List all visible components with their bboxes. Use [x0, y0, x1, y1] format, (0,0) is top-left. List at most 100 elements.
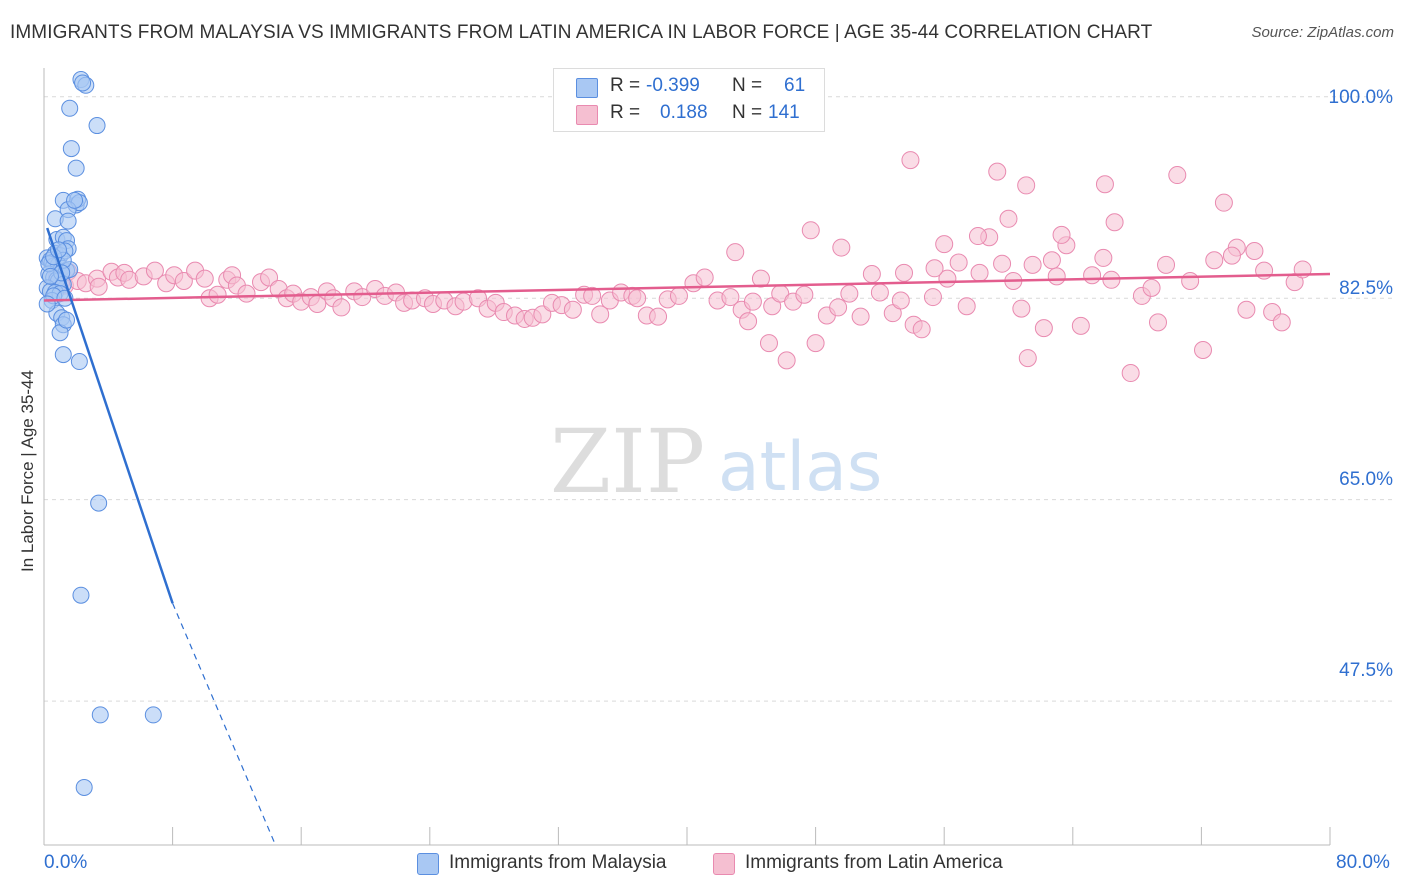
grid-lines: [44, 96, 1394, 702]
malaysia-point: [67, 159, 85, 177]
latin-america-point: [851, 307, 870, 326]
x-tick-label-max: 80.0%: [1336, 852, 1390, 873]
malaysia-point: [74, 74, 92, 92]
latin-america-point: [1205, 251, 1224, 270]
latin-america-point: [1222, 246, 1241, 265]
malaysia-point: [88, 117, 106, 135]
latin-america-point: [968, 227, 987, 246]
latin-america-point: [862, 265, 881, 284]
legend-label-malaysia: Immigrants from Malaysia: [449, 852, 667, 873]
malaysia-point: [75, 778, 93, 796]
latin-america-point: [1018, 349, 1037, 368]
latin-america-point: [669, 286, 688, 305]
latin-america-point: [895, 263, 914, 282]
latin-america-point: [925, 259, 944, 278]
latin-america-point: [1012, 299, 1031, 318]
latin-america-point: [891, 291, 910, 310]
malaysia-swatch-icon: [576, 78, 598, 98]
malaysia-point: [70, 353, 88, 371]
latin-america-point: [763, 297, 782, 316]
watermark-atlas: atlas: [718, 428, 882, 507]
y-tick-label-100: 100.0%: [1328, 87, 1393, 108]
latin-america-point: [1142, 278, 1161, 297]
latin-america-point: [533, 305, 552, 324]
correlation-stats-box: R = -0.399 N = 61 R = 0.188 N = 141: [553, 68, 825, 132]
latin-america-point: [1052, 225, 1071, 244]
latin-america-point: [1071, 316, 1090, 335]
latin-america-point: [970, 263, 989, 282]
latin-america-trend-line: [43, 272, 1331, 302]
latin-america-point: [935, 235, 954, 254]
malaysia-point: [66, 191, 84, 209]
latin-america-point: [208, 285, 227, 304]
latin-america-point: [649, 307, 668, 326]
latin-america-point: [1047, 267, 1066, 286]
latin-america-point: [840, 284, 859, 303]
r-value-malaysia: -0.399: [646, 75, 700, 96]
malaysia-trend-line: [46, 227, 174, 604]
latin-america-point: [1148, 313, 1167, 332]
malaysia-point: [144, 706, 162, 724]
trend-lines: [43, 227, 1331, 846]
latin-america-point: [883, 304, 902, 323]
latin-america-point: [1083, 266, 1102, 285]
r-value-latin-america: 0.188: [660, 102, 708, 123]
malaysia-point: [41, 267, 59, 285]
y-axis-label: In Labor Force | Age 35-44: [18, 370, 37, 572]
latin-america-point: [957, 297, 976, 316]
y-tick-label-65: 65.0%: [1339, 469, 1393, 490]
axes: [43, 68, 1331, 846]
latin-america-point: [695, 268, 714, 287]
n-value-malaysia: 61: [784, 75, 806, 96]
latin-america-point: [1017, 176, 1036, 195]
x-tick-label-min: 0.0%: [44, 852, 88, 873]
latin-america-points: [47, 151, 1312, 383]
latin-america-point: [260, 268, 279, 287]
latin-america-point: [829, 298, 848, 317]
malaysia-point: [90, 494, 108, 512]
watermark-zip: ZIP: [550, 410, 705, 513]
latin-america-point: [743, 292, 762, 311]
latin-america-point: [1042, 251, 1061, 270]
latin-america-point: [1094, 248, 1113, 267]
source-credit: Source: ZipAtlas.com: [1251, 24, 1394, 41]
latin-america-point: [583, 286, 602, 305]
latin-america-point: [591, 305, 610, 324]
latin-america-point: [988, 162, 1007, 181]
latin-america-point: [237, 284, 256, 303]
latin-america-point: [901, 151, 920, 170]
latin-america-point: [1121, 364, 1140, 383]
n-value-latin-america: 141: [768, 102, 800, 123]
latin-america-point: [1034, 319, 1053, 338]
latin-america-point: [999, 209, 1018, 228]
latin-america-point: [806, 334, 825, 353]
malaysia-trend-extension: [172, 603, 277, 846]
latin-america-point: [923, 288, 942, 307]
malaysia-point: [72, 586, 90, 604]
latin-america-point: [1194, 341, 1213, 360]
latin-america-point: [1095, 175, 1114, 194]
latin-america-point: [1237, 300, 1256, 319]
latin-america-point: [174, 271, 193, 290]
malaysia-point: [38, 295, 56, 313]
latin-america-point: [563, 300, 582, 319]
latin-america-point: [801, 221, 820, 240]
latin-america-point: [721, 288, 740, 307]
n-label: N =: [732, 75, 763, 96]
latin-america-point: [832, 238, 851, 257]
latin-america-point: [993, 254, 1012, 273]
latin-america-point: [1168, 166, 1187, 185]
malaysia-point: [61, 99, 79, 117]
latin-america-point: [1157, 255, 1176, 274]
latin-america-swatch-icon: [576, 105, 598, 125]
malaysia-point: [54, 346, 72, 364]
malaysia-point: [59, 212, 77, 230]
r-label: R =: [610, 102, 641, 123]
legend-label-latin-america: Immigrants from Latin America: [745, 852, 1003, 873]
latin-america-point: [1214, 193, 1233, 212]
malaysia-points: [38, 71, 162, 796]
latin-america-point: [1245, 242, 1264, 261]
latin-america-point: [1023, 255, 1042, 274]
latin-america-point: [912, 320, 931, 339]
